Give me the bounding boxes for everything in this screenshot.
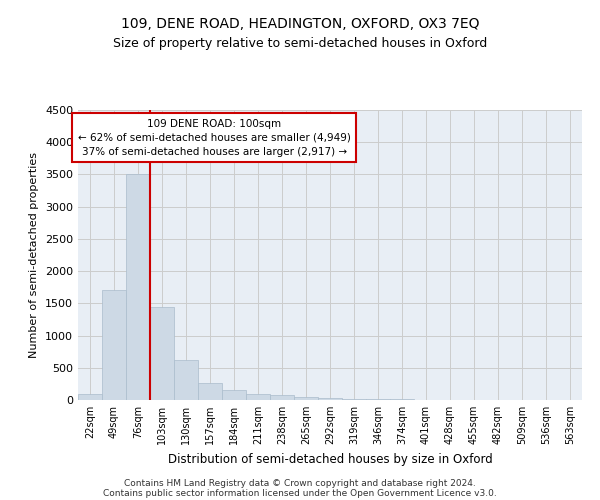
Text: Contains public sector information licensed under the Open Government Licence v3: Contains public sector information licen… [103,488,497,498]
Bar [294,397,318,400]
Bar [246,394,270,400]
Text: 109, DENE ROAD, HEADINGTON, OXFORD, OX3 7EQ: 109, DENE ROAD, HEADINGTON, OXFORD, OX3 … [121,18,479,32]
Bar [126,174,150,400]
Bar [342,398,366,400]
X-axis label: Distribution of semi-detached houses by size in Oxford: Distribution of semi-detached houses by … [167,452,493,466]
Bar [318,398,342,400]
Text: Contains HM Land Registry data © Crown copyright and database right 2024.: Contains HM Land Registry data © Crown c… [124,478,476,488]
Bar [78,394,102,400]
Y-axis label: Number of semi-detached properties: Number of semi-detached properties [29,152,40,358]
Bar [198,382,222,400]
Bar [150,306,174,400]
Bar [366,399,390,400]
Text: Size of property relative to semi-detached houses in Oxford: Size of property relative to semi-detach… [113,38,487,51]
Bar [222,390,246,400]
Bar [270,395,294,400]
Text: 109 DENE ROAD: 100sqm
← 62% of semi-detached houses are smaller (4,949)
37% of s: 109 DENE ROAD: 100sqm ← 62% of semi-deta… [77,118,350,156]
Bar [102,290,126,400]
Bar [174,360,198,400]
